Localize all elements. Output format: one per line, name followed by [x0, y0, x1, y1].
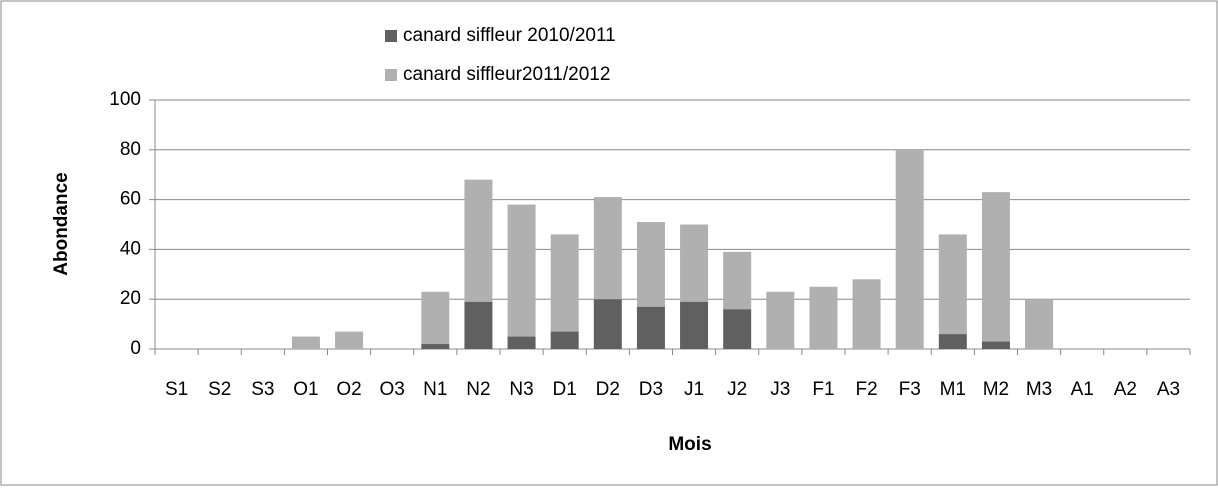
- bar: [335, 331, 364, 349]
- legend-swatch: [385, 30, 397, 42]
- bar: [723, 251, 752, 310]
- y-tick-label: 100: [109, 89, 141, 110]
- x-axis-label: Mois: [668, 434, 711, 455]
- x-tick-label: A2: [1114, 379, 1137, 400]
- bar: [507, 336, 536, 349]
- bar: [895, 149, 924, 349]
- x-tick-label: N3: [509, 379, 533, 400]
- x-tick-label: N1: [423, 379, 447, 400]
- bar: [593, 299, 622, 349]
- legend-label: canard siffleur2011/2012: [403, 64, 610, 85]
- x-tick-label: M2: [983, 379, 1009, 400]
- x-tick-label: F2: [855, 379, 877, 400]
- legend-label: canard siffleur 2010/2011: [403, 25, 616, 46]
- bar: [550, 331, 579, 349]
- bar: [680, 301, 709, 349]
- x-tick-label: M1: [940, 379, 966, 400]
- bar: [464, 179, 493, 302]
- x-tick-label: A1: [1071, 379, 1094, 400]
- x-tick-label: S3: [251, 379, 274, 400]
- bar: [981, 341, 1010, 349]
- y-tick-label: 0: [130, 338, 141, 359]
- bar: [636, 306, 665, 349]
- bar: [464, 301, 493, 349]
- bar: [766, 291, 795, 349]
- x-tick-label: J1: [684, 379, 704, 400]
- bar: [291, 336, 320, 349]
- x-tick-label: D2: [596, 379, 620, 400]
- x-tick-label: S1: [165, 379, 188, 400]
- x-tick-label: N2: [466, 379, 490, 400]
- bar: [938, 234, 967, 335]
- y-tick-label: 60: [120, 189, 141, 210]
- bar: [421, 344, 450, 349]
- bar: [981, 192, 1010, 342]
- bar: [507, 204, 536, 337]
- x-tick-label: D1: [553, 379, 577, 400]
- x-tick-label: J3: [770, 379, 790, 400]
- legend-swatch: [385, 69, 397, 81]
- x-tick-label: O2: [336, 379, 361, 400]
- bar: [938, 334, 967, 349]
- y-tick-label: 80: [120, 139, 141, 160]
- bar: [421, 291, 450, 345]
- x-tick-label: F1: [812, 379, 834, 400]
- bar: [593, 197, 622, 300]
- y-tick-label: 40: [120, 238, 141, 259]
- x-tick-label: O1: [293, 379, 318, 400]
- x-tick-label: S2: [208, 379, 231, 400]
- bar: [680, 224, 709, 302]
- x-tick-label: J2: [727, 379, 747, 400]
- x-tick-label: A3: [1157, 379, 1180, 400]
- x-tick-label: D3: [639, 379, 663, 400]
- x-tick-label: O3: [380, 379, 405, 400]
- bar: [809, 286, 838, 349]
- bar: [852, 279, 881, 349]
- bar: [1025, 299, 1054, 349]
- bar: [636, 222, 665, 307]
- x-tick-label: F3: [899, 379, 921, 400]
- x-tick-label: M3: [1026, 379, 1052, 400]
- y-axis-label: Abondance: [51, 172, 72, 275]
- bar: [550, 234, 579, 332]
- bar: [723, 309, 752, 349]
- y-tick-label: 20: [120, 288, 141, 309]
